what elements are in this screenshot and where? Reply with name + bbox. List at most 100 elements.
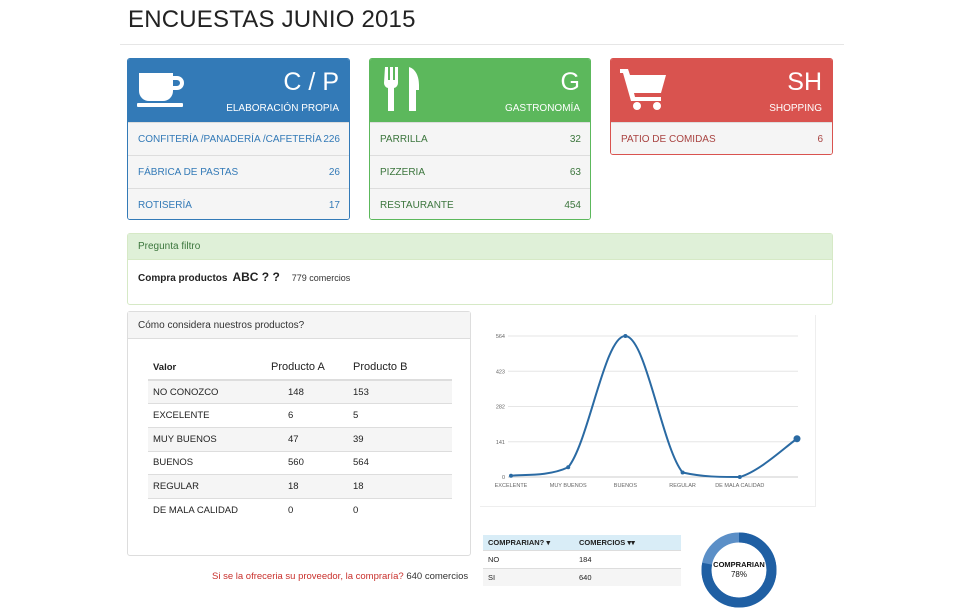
- y-tick-label: 282: [496, 405, 505, 411]
- list-item[interactable]: PARRILLA 32: [370, 122, 590, 155]
- filter-header: Pregunta filtro: [128, 234, 832, 260]
- table-cell: BUENOS: [148, 450, 266, 475]
- column-header[interactable]: COMERCIOS ▾▾: [574, 535, 681, 551]
- table-cell: 6: [266, 403, 348, 428]
- table-row: REGULAR 18 18: [148, 474, 452, 499]
- table-cell: 153: [348, 379, 452, 404]
- panel-header: SH SHOPPING: [611, 59, 832, 122]
- table-cell: 0: [266, 497, 348, 523]
- table-cell: 5: [348, 403, 452, 428]
- item-label: PARRILLA: [380, 133, 428, 145]
- column-header[interactable]: Producto B: [348, 352, 452, 381]
- donut-title: COMPRARIAN: [713, 560, 765, 569]
- table-row: MUY BUENOS 47 39: [148, 426, 452, 452]
- item-count: 226: [323, 133, 340, 145]
- item-label: FÁBRICA DE PASTAS: [138, 166, 239, 178]
- question-text: Si se la ofreceria su proveedor, la comp…: [212, 571, 404, 582]
- table-cell: 18: [348, 474, 452, 499]
- donut-chart: [701, 532, 777, 608]
- data-point[interactable]: [623, 334, 628, 338]
- table-cell: NO: [483, 550, 574, 569]
- question-count: 640 comercios: [406, 571, 469, 582]
- column-header[interactable]: Producto A: [266, 352, 348, 381]
- list-item[interactable]: ROTISERÍA 17: [128, 188, 349, 219]
- panel-gastronomia: G GASTRONOMÍA PARRILLA 32 PIZZERIA 63 REST…: [369, 58, 591, 220]
- item-label: PIZZERIA: [380, 166, 426, 178]
- item-count: 6: [817, 133, 823, 145]
- table-header-row: COMPRARIAN? ▾ COMERCIOS ▾▾: [483, 535, 681, 551]
- y-tick-label: 141: [496, 440, 505, 446]
- panel-subtitle: SHOPPING: [769, 103, 822, 114]
- item-count: 17: [328, 199, 340, 211]
- item-label: ROTISERÍA: [138, 199, 192, 211]
- donut-percent: 78%: [730, 570, 747, 579]
- y-tick-label: 0: [502, 475, 505, 481]
- coffee-cup-icon: [137, 65, 187, 116]
- fork-knife-icon: [379, 65, 429, 118]
- panel-code: C / P: [283, 68, 339, 96]
- data-point[interactable]: [509, 473, 513, 478]
- panel-subtitle: GASTRONOMÍA: [504, 103, 580, 114]
- filter-count: 779 comercios: [291, 273, 351, 283]
- table-row: SI 640: [483, 568, 681, 586]
- table-cell: 148: [266, 379, 348, 404]
- column-header[interactable]: COMPRARIAN? ▾: [483, 535, 574, 551]
- table-cell: REGULAR: [148, 474, 266, 499]
- products-panel: Cómo considera nuestros productos? Valor…: [127, 311, 471, 556]
- page-title: ENCUESTAS JUNIO 2015: [128, 6, 416, 33]
- filter-body: Compra productos ABC ? ? 779 comercios: [128, 260, 832, 294]
- donut-slice-si[interactable]: [701, 532, 777, 608]
- x-tick-label: DE MALA CALIDAD: [715, 483, 764, 489]
- products-table: Valor Producto A Producto B NO CONOZCO 14…: [148, 352, 452, 523]
- list-item[interactable]: PATIO DE COMIDAS 6: [611, 122, 832, 154]
- data-point[interactable]: [793, 435, 801, 443]
- table-row: DE MALA CALIDAD 0 0: [148, 497, 452, 523]
- item-label: PATIO DE COMIDAS: [621, 133, 716, 145]
- title-divider: [120, 44, 844, 45]
- y-tick-label: 423: [496, 369, 505, 375]
- panel-elaboracion-propia: C / P ELABORACIÓN PROPIA CONFITERÍA /PAN…: [127, 58, 350, 220]
- panel-subtitle: ELABORACIÓN PROPIA: [226, 103, 339, 114]
- x-tick-label: MUY BUENOS: [550, 483, 587, 489]
- list-item[interactable]: CONFITERÍA /PANADERÍA /CAFETERÍA 226: [128, 122, 349, 155]
- x-tick-label: BUENOS: [614, 483, 638, 489]
- panel-header: G GASTRONOMÍA: [370, 59, 590, 122]
- list-item[interactable]: FÁBRICA DE PASTAS 26: [128, 155, 349, 188]
- donut-label: COMPRARIAN 78%: [700, 560, 778, 580]
- purchase-question: Si se la ofreceria su proveedor, la comp…: [212, 571, 468, 582]
- table-cell: 560: [266, 450, 348, 475]
- filter-question: Compra productos: [138, 273, 228, 284]
- filter-panel: Pregunta filtro Compra productos ABC ? ?…: [127, 233, 833, 305]
- table-cell: 47: [266, 426, 348, 452]
- table-cell: 564: [348, 450, 452, 475]
- table-row: NO 184: [483, 550, 681, 569]
- data-point[interactable]: [737, 475, 742, 479]
- table-cell: DE MALA CALIDAD: [148, 497, 266, 523]
- item-count: 63: [569, 166, 581, 178]
- comprarian-table: COMPRARIAN? ▾ COMERCIOS ▾▾ NO 184 SI 640: [483, 535, 681, 586]
- x-tick-label: EXCELENTE: [495, 483, 528, 489]
- table-row: BUENOS 560 564: [148, 450, 452, 475]
- column-header[interactable]: Valor: [148, 352, 266, 381]
- panel-header: C / P ELABORACIÓN PROPIA: [128, 59, 349, 122]
- y-tick-label: 564: [496, 334, 505, 340]
- line-chart: 564 423 282 141 0 EXCELENTE MUY BUENOS BUENOS RE…: [480, 315, 816, 507]
- table-cell: 184: [574, 550, 681, 569]
- panel-shopping: SH SHOPPING PATIO DE COMIDAS 6: [610, 58, 833, 155]
- data-point[interactable]: [680, 470, 685, 475]
- table-header-row: Valor Producto A Producto B: [148, 352, 452, 381]
- line-chart-svg: 564 423 282 141 0 EXCELENTE MUY BUENOS BUENOS RE…: [495, 334, 801, 489]
- shopping-cart-icon: [620, 65, 670, 116]
- panel-code: SH: [787, 68, 822, 96]
- table-cell: SI: [483, 568, 574, 586]
- list-item[interactable]: PIZZERIA 63: [370, 155, 590, 188]
- item-count: 26: [328, 166, 340, 178]
- table-cell: 640: [574, 568, 681, 586]
- table-cell: 0: [348, 497, 452, 523]
- item-label: RESTAURANTE: [380, 199, 454, 211]
- table-cell: MUY BUENOS: [148, 426, 266, 452]
- table-row: EXCELENTE 6 5: [148, 403, 452, 428]
- data-point[interactable]: [566, 465, 571, 470]
- list-item[interactable]: RESTAURANTE 454: [370, 188, 590, 219]
- table-cell: NO CONOZCO: [148, 379, 266, 404]
